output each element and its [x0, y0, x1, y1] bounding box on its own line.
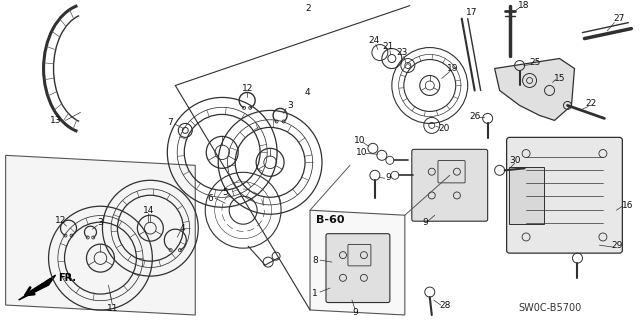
Text: 14: 14	[143, 206, 154, 215]
Text: 6: 6	[207, 194, 213, 203]
Text: 25: 25	[529, 58, 540, 67]
Text: 20: 20	[438, 124, 449, 133]
Text: 29: 29	[612, 241, 623, 250]
Text: 27: 27	[614, 14, 625, 23]
Text: FR.: FR.	[58, 273, 77, 283]
Polygon shape	[6, 155, 195, 315]
Text: 18: 18	[518, 1, 529, 10]
Text: 23: 23	[396, 48, 408, 57]
Text: 9: 9	[385, 173, 391, 182]
Text: 28: 28	[439, 300, 451, 309]
Text: 13: 13	[50, 116, 61, 125]
Text: 5: 5	[222, 188, 228, 197]
Text: 7: 7	[168, 118, 173, 127]
Text: 12: 12	[241, 84, 253, 93]
Text: 30: 30	[509, 156, 520, 165]
Text: 12: 12	[55, 216, 66, 225]
Text: 10: 10	[354, 136, 365, 145]
Text: 2: 2	[305, 4, 311, 13]
FancyBboxPatch shape	[507, 137, 622, 253]
Polygon shape	[495, 59, 575, 120]
Text: 9: 9	[352, 308, 358, 316]
Text: 4: 4	[304, 88, 310, 97]
Text: 16: 16	[621, 201, 633, 210]
Text: 9: 9	[422, 218, 428, 227]
Text: 19: 19	[447, 64, 458, 73]
Text: 8: 8	[312, 256, 318, 265]
Text: 22: 22	[586, 99, 597, 108]
Text: 15: 15	[554, 74, 565, 83]
Polygon shape	[19, 275, 56, 300]
Polygon shape	[310, 210, 405, 315]
FancyBboxPatch shape	[326, 234, 390, 302]
Text: 11: 11	[107, 304, 118, 313]
Text: 1: 1	[312, 289, 318, 298]
Text: B-60: B-60	[316, 215, 344, 225]
Text: 24: 24	[368, 36, 380, 45]
Text: SW0C-B5700: SW0C-B5700	[518, 303, 581, 313]
FancyBboxPatch shape	[412, 149, 488, 221]
Text: 3: 3	[97, 218, 103, 227]
Text: 17: 17	[466, 8, 477, 17]
Text: 4: 4	[179, 224, 185, 233]
Text: 21: 21	[382, 42, 394, 51]
FancyBboxPatch shape	[509, 167, 543, 224]
Text: 3: 3	[287, 101, 293, 110]
Text: 26: 26	[469, 112, 481, 121]
Text: 10: 10	[356, 148, 367, 157]
